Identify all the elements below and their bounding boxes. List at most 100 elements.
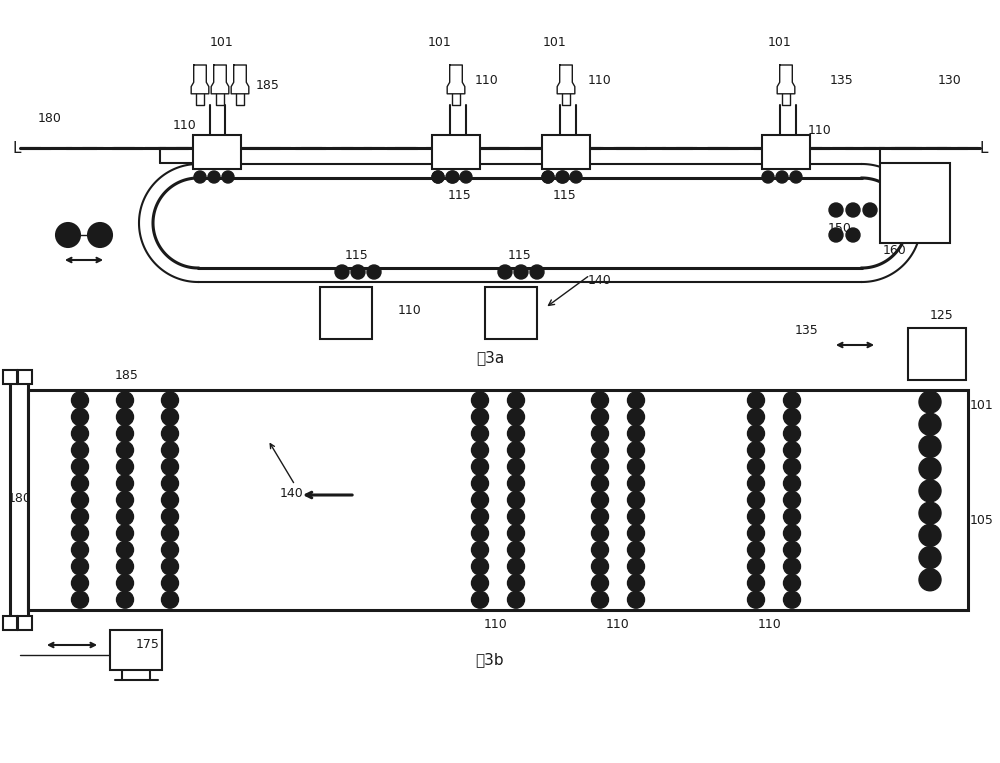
Text: 101: 101 <box>428 36 452 49</box>
Circle shape <box>748 442 765 459</box>
Circle shape <box>117 541 134 559</box>
Circle shape <box>117 508 134 525</box>
Bar <box>18 616 32 630</box>
Circle shape <box>557 171 569 183</box>
Circle shape <box>472 508 489 525</box>
Circle shape <box>72 491 89 508</box>
Bar <box>880 163 950 243</box>
Circle shape <box>117 459 134 475</box>
Circle shape <box>162 508 179 525</box>
Circle shape <box>72 575 89 591</box>
Circle shape <box>919 414 941 435</box>
Circle shape <box>592 525 608 542</box>
Circle shape <box>508 442 524 459</box>
Circle shape <box>162 541 179 559</box>
Circle shape <box>162 491 179 508</box>
Text: 130: 130 <box>938 73 962 86</box>
Circle shape <box>351 265 365 279</box>
Circle shape <box>88 223 112 247</box>
Circle shape <box>508 558 524 575</box>
Circle shape <box>628 575 644 591</box>
Circle shape <box>748 475 765 492</box>
Circle shape <box>72 541 89 559</box>
Circle shape <box>748 575 765 591</box>
Circle shape <box>628 459 644 475</box>
Circle shape <box>628 558 644 575</box>
Circle shape <box>162 591 179 608</box>
Text: 110: 110 <box>475 73 499 86</box>
Text: 160: 160 <box>883 243 907 256</box>
Circle shape <box>784 491 800 508</box>
Text: 图3b: 图3b <box>476 652 504 668</box>
Circle shape <box>592 491 608 508</box>
Text: L: L <box>980 140 988 156</box>
Circle shape <box>776 171 788 183</box>
Text: 180: 180 <box>38 111 62 124</box>
Circle shape <box>919 436 941 458</box>
Circle shape <box>748 591 765 608</box>
Circle shape <box>570 171 582 183</box>
Circle shape <box>432 171 444 183</box>
Circle shape <box>117 491 134 508</box>
Text: 115: 115 <box>508 249 532 262</box>
Text: L: L <box>12 140 21 156</box>
Circle shape <box>72 408 89 426</box>
Circle shape <box>472 591 489 608</box>
Circle shape <box>748 408 765 426</box>
Text: 185: 185 <box>256 79 280 92</box>
Circle shape <box>784 408 800 426</box>
Circle shape <box>628 525 644 542</box>
Text: 110: 110 <box>173 118 197 131</box>
Circle shape <box>117 392 134 409</box>
Circle shape <box>748 392 765 409</box>
Circle shape <box>784 475 800 492</box>
Circle shape <box>162 459 179 475</box>
Circle shape <box>162 425 179 442</box>
Circle shape <box>72 392 89 409</box>
Circle shape <box>472 442 489 459</box>
Circle shape <box>829 228 843 242</box>
Circle shape <box>508 525 524 542</box>
Bar <box>320 287 372 339</box>
Circle shape <box>117 575 134 591</box>
Circle shape <box>472 392 489 409</box>
Circle shape <box>784 442 800 459</box>
Bar <box>193 135 241 169</box>
Circle shape <box>72 508 89 525</box>
Circle shape <box>508 475 524 492</box>
Circle shape <box>117 425 134 442</box>
Circle shape <box>472 491 489 508</box>
Circle shape <box>748 508 765 525</box>
Text: 150: 150 <box>828 221 852 234</box>
Bar <box>908 328 966 380</box>
Circle shape <box>508 508 524 525</box>
Circle shape <box>472 575 489 591</box>
Text: 185: 185 <box>115 369 139 382</box>
Circle shape <box>542 171 554 183</box>
Circle shape <box>592 459 608 475</box>
Circle shape <box>592 591 608 608</box>
Circle shape <box>508 575 524 591</box>
Circle shape <box>784 508 800 525</box>
Circle shape <box>748 459 765 475</box>
Circle shape <box>846 228 860 242</box>
Circle shape <box>472 425 489 442</box>
Text: 110: 110 <box>808 124 832 137</box>
Circle shape <box>592 425 608 442</box>
Circle shape <box>447 171 459 183</box>
Circle shape <box>162 408 179 426</box>
Circle shape <box>72 425 89 442</box>
Text: 115: 115 <box>345 249 369 262</box>
Circle shape <box>56 223 80 247</box>
Circle shape <box>784 392 800 409</box>
Circle shape <box>335 265 349 279</box>
Circle shape <box>829 203 843 217</box>
Circle shape <box>72 459 89 475</box>
Circle shape <box>508 408 524 426</box>
Circle shape <box>117 408 134 426</box>
Circle shape <box>222 171 234 183</box>
Circle shape <box>72 525 89 542</box>
Circle shape <box>592 541 608 559</box>
Circle shape <box>784 558 800 575</box>
Circle shape <box>784 425 800 442</box>
